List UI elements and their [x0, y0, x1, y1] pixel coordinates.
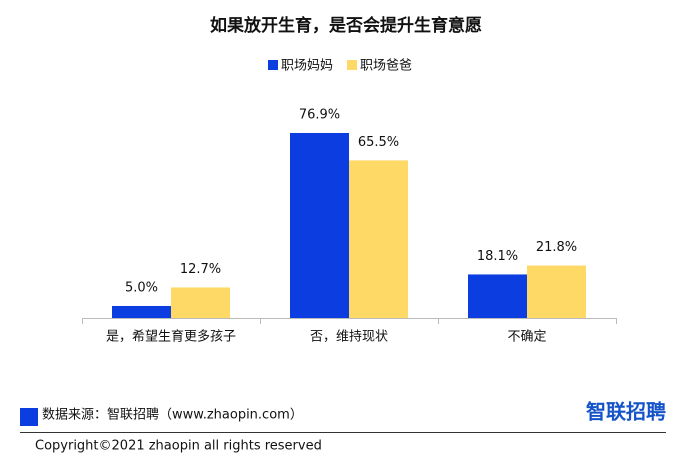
data-label: 76.9% — [299, 107, 340, 122]
data-label: 18.1% — [477, 249, 518, 264]
legend-label: 职场妈妈 — [281, 59, 333, 74]
legend-swatch — [347, 60, 358, 70]
x-axis — [82, 318, 617, 324]
logo: 智联招聘 — [586, 400, 666, 424]
source-icon — [20, 408, 38, 426]
bar — [290, 132, 349, 318]
bar — [171, 287, 230, 318]
x-tick-label: 否，维持现状 — [310, 330, 388, 345]
bar — [349, 160, 408, 318]
data-label: 65.5% — [358, 135, 399, 150]
bar — [468, 274, 527, 318]
data-label: 21.8% — [536, 240, 577, 255]
data-label: 12.7% — [180, 262, 221, 277]
x-tick-label: 不确定 — [507, 330, 546, 345]
data-label: 5.0% — [125, 280, 158, 295]
legend-label: 职场爸爸 — [360, 59, 412, 74]
copyright: Copyright©2021 zhaopin all rights reserv… — [35, 439, 322, 454]
legend-swatch — [268, 60, 278, 70]
x-tick-label: 是，希望生育更多孩子 — [106, 329, 236, 345]
bar — [112, 305, 171, 318]
source-note: 数据来源：智联招聘（www.zhaopin.com） — [42, 408, 303, 423]
chart-title: 如果放开生育，是否会提升生育意愿 — [210, 15, 482, 36]
bar — [527, 265, 586, 318]
